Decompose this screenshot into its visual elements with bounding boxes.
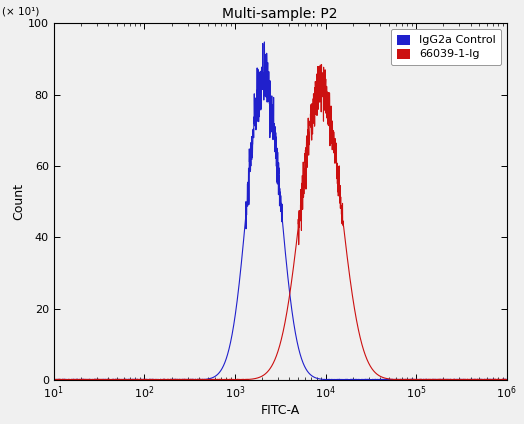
66039-1-Ig [102, 377, 108, 382]
66039-1-Ig [319, 62, 325, 67]
IgG2a Control [495, 377, 501, 382]
X-axis label: FITC-A: FITC-A [260, 404, 300, 417]
Line: 66039-1-Ig: 66039-1-Ig [53, 64, 507, 380]
Y-axis label: Count: Count [12, 183, 25, 220]
66039-1-Ig [129, 377, 135, 382]
66039-1-Ig [446, 377, 452, 382]
IgG2a Control [446, 377, 452, 382]
IgG2a Control [50, 377, 57, 382]
Line: IgG2a Control: IgG2a Control [53, 42, 507, 380]
IgG2a Control [261, 39, 268, 45]
IgG2a Control [129, 377, 136, 382]
66039-1-Ig [224, 377, 231, 382]
Text: (× 10¹): (× 10¹) [2, 6, 39, 17]
66039-1-Ig [141, 377, 147, 382]
Legend: IgG2a Control, 66039-1-Ig: IgG2a Control, 66039-1-Ig [391, 29, 501, 65]
66039-1-Ig [50, 377, 57, 382]
IgG2a Control [78, 377, 84, 382]
IgG2a Control [224, 352, 231, 357]
IgG2a Control [244, 200, 250, 205]
66039-1-Ig [244, 377, 250, 382]
Title: Multi-sample: P2: Multi-sample: P2 [223, 7, 338, 21]
66039-1-Ig [504, 377, 510, 382]
IgG2a Control [504, 377, 510, 382]
66039-1-Ig [495, 377, 501, 382]
IgG2a Control [102, 377, 108, 382]
